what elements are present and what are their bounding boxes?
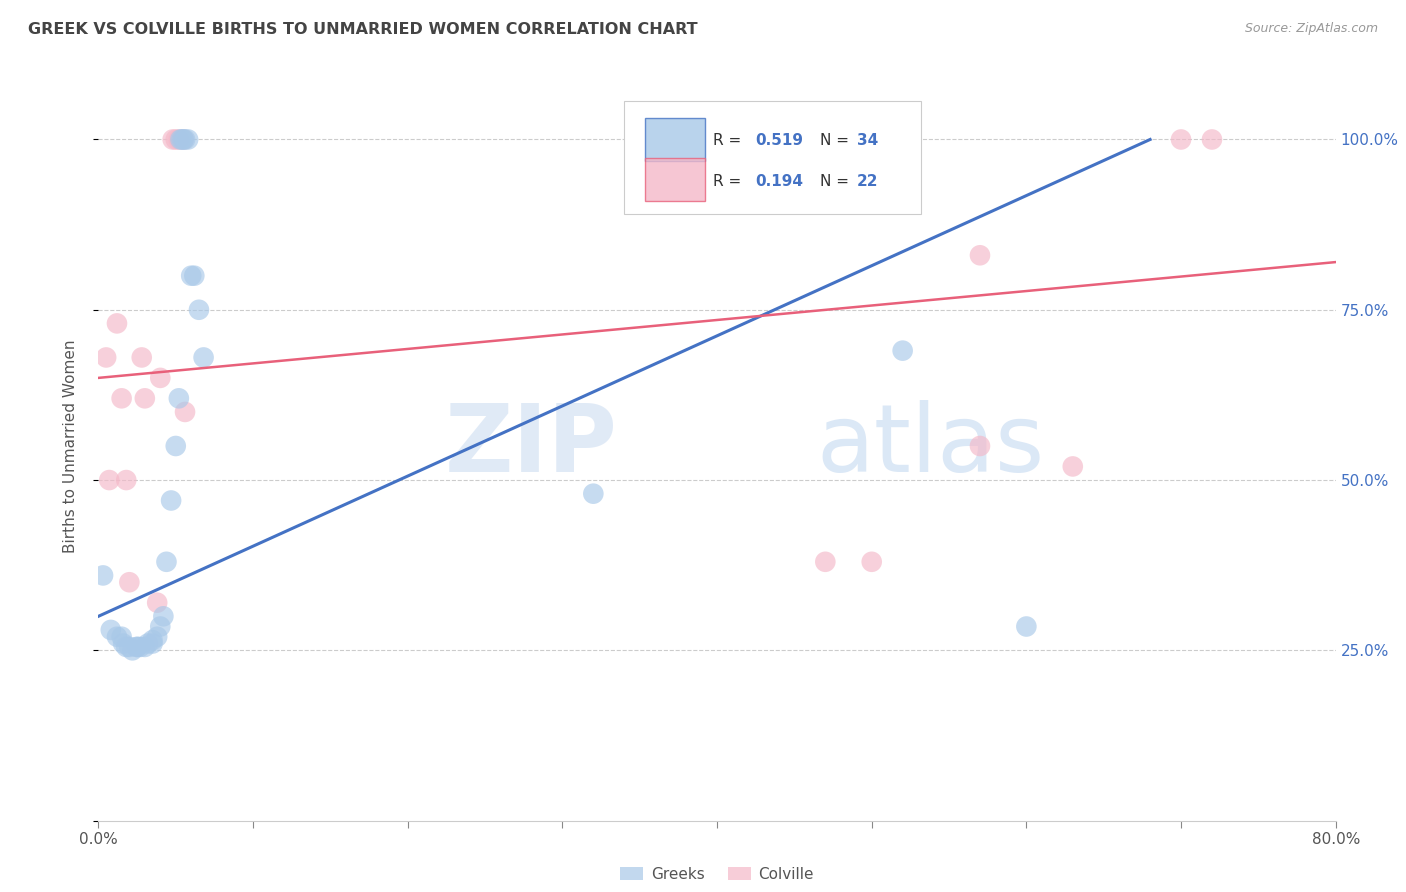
Point bbox=[129, 640, 152, 654]
Point bbox=[115, 473, 138, 487]
Point bbox=[134, 392, 156, 406]
Point bbox=[180, 268, 202, 283]
Text: N =: N = bbox=[820, 174, 853, 189]
Text: 34: 34 bbox=[856, 133, 879, 148]
Point bbox=[105, 317, 128, 331]
Point bbox=[167, 132, 190, 146]
Point bbox=[131, 351, 153, 365]
Text: atlas: atlas bbox=[815, 400, 1045, 492]
Point bbox=[98, 473, 121, 487]
Text: R =: R = bbox=[713, 133, 747, 148]
Point bbox=[155, 555, 177, 569]
Point bbox=[160, 493, 183, 508]
Point bbox=[91, 568, 114, 582]
Point bbox=[860, 555, 883, 569]
Point bbox=[127, 640, 149, 654]
Point bbox=[1170, 132, 1192, 146]
Point bbox=[162, 132, 184, 146]
Point bbox=[1015, 619, 1038, 633]
Point bbox=[146, 630, 169, 644]
Point bbox=[582, 486, 605, 500]
Point bbox=[1201, 132, 1223, 146]
Point bbox=[142, 636, 165, 650]
Point bbox=[174, 132, 197, 146]
Point bbox=[165, 439, 187, 453]
Text: ZIP: ZIP bbox=[446, 400, 619, 492]
Point bbox=[112, 636, 135, 650]
Point bbox=[121, 643, 143, 657]
Point bbox=[149, 371, 172, 385]
Point bbox=[111, 630, 134, 644]
Point bbox=[170, 132, 193, 146]
Point bbox=[174, 405, 197, 419]
Point bbox=[169, 132, 191, 146]
Point bbox=[173, 132, 195, 146]
Point bbox=[188, 302, 211, 317]
Text: N =: N = bbox=[820, 133, 853, 148]
Text: Source: ZipAtlas.com: Source: ZipAtlas.com bbox=[1244, 22, 1378, 36]
Point bbox=[105, 630, 128, 644]
Text: GREEK VS COLVILLE BIRTHS TO UNMARRIED WOMEN CORRELATION CHART: GREEK VS COLVILLE BIRTHS TO UNMARRIED WO… bbox=[28, 22, 697, 37]
FancyBboxPatch shape bbox=[645, 158, 704, 201]
Legend: Greeks, Colville: Greeks, Colville bbox=[614, 861, 820, 888]
Point bbox=[891, 343, 914, 358]
Point bbox=[142, 633, 165, 648]
FancyBboxPatch shape bbox=[624, 102, 921, 214]
Point bbox=[193, 351, 215, 365]
Point bbox=[115, 640, 138, 654]
Point bbox=[111, 392, 134, 406]
FancyBboxPatch shape bbox=[645, 118, 704, 161]
Point bbox=[152, 609, 174, 624]
Point bbox=[183, 268, 205, 283]
Point bbox=[118, 640, 141, 654]
Point bbox=[134, 640, 156, 654]
Point bbox=[118, 575, 141, 590]
Point bbox=[165, 132, 187, 146]
Point bbox=[100, 623, 122, 637]
Text: R =: R = bbox=[713, 174, 747, 189]
Point bbox=[146, 596, 169, 610]
Point bbox=[173, 132, 195, 146]
Text: 0.194: 0.194 bbox=[755, 174, 803, 189]
Y-axis label: Births to Unmarried Women: Births to Unmarried Women bbox=[63, 339, 77, 553]
Point bbox=[127, 640, 149, 654]
Point bbox=[814, 555, 837, 569]
Point bbox=[167, 392, 190, 406]
Text: 22: 22 bbox=[856, 174, 879, 189]
Text: 0.519: 0.519 bbox=[755, 133, 803, 148]
Point bbox=[177, 132, 200, 146]
Point bbox=[149, 619, 172, 633]
Point bbox=[96, 351, 118, 365]
Point bbox=[969, 248, 991, 262]
Point bbox=[969, 439, 991, 453]
Point bbox=[1062, 459, 1084, 474]
Point bbox=[136, 636, 159, 650]
